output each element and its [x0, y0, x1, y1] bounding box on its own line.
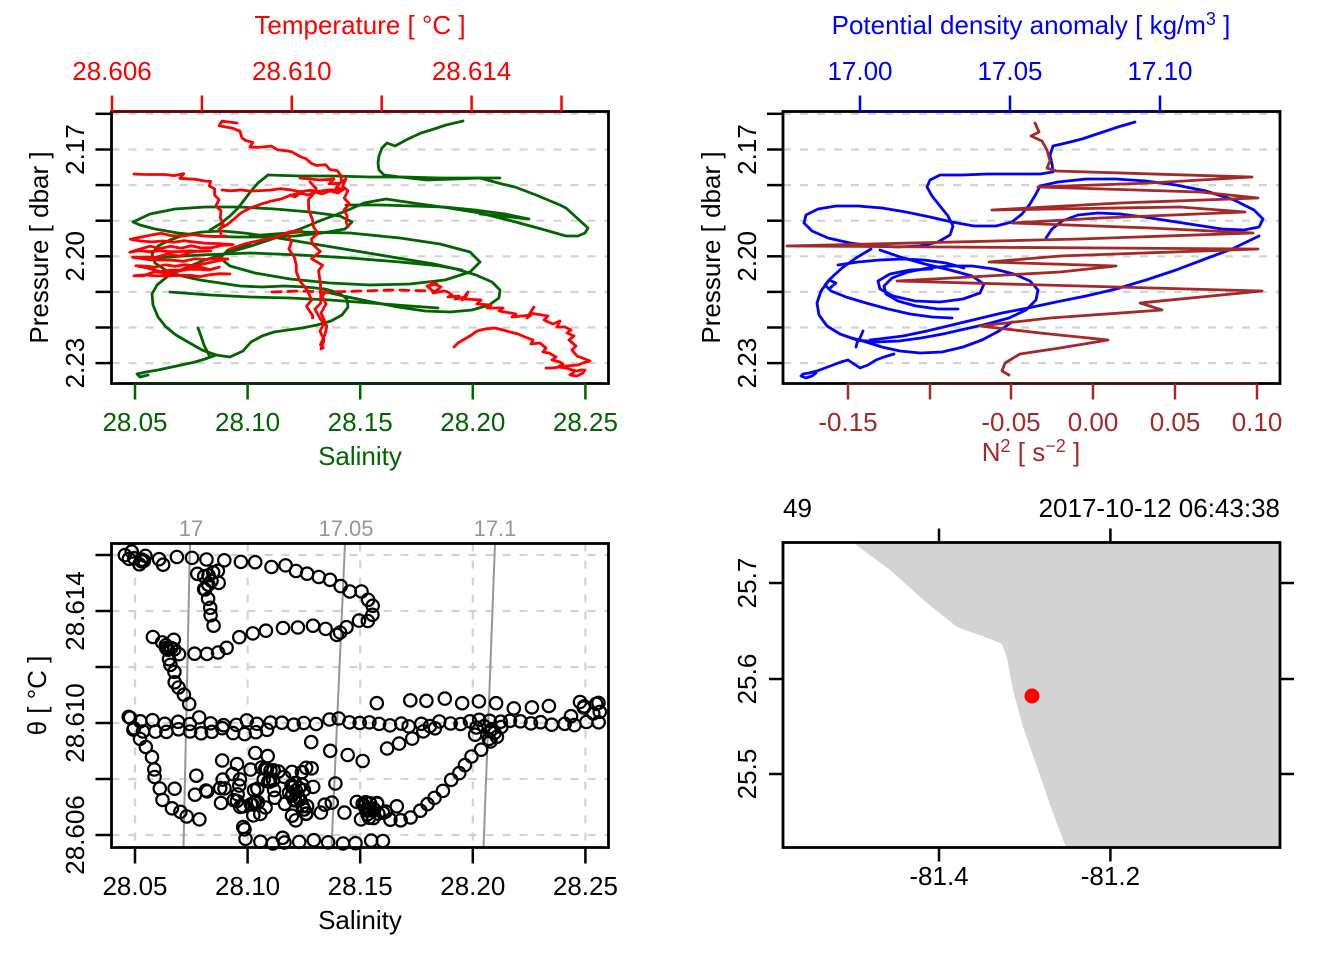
- svg-text:2.20: 2.20: [60, 231, 90, 282]
- svg-text:17.00: 17.00: [827, 56, 892, 86]
- svg-text:17: 17: [179, 516, 203, 541]
- svg-text:28.10: 28.10: [215, 871, 280, 901]
- svg-text:-0.15: -0.15: [818, 407, 877, 437]
- svg-text:17.10: 17.10: [1127, 56, 1192, 86]
- svg-text:28.20: 28.20: [440, 871, 505, 901]
- svg-text:Potential density anomaly [ kg: Potential density anomaly [ kg/m3 ]: [832, 9, 1231, 40]
- svg-text:Salinity: Salinity: [318, 905, 402, 935]
- svg-text:28.15: 28.15: [328, 407, 393, 437]
- svg-text:28.05: 28.05: [102, 871, 167, 901]
- svg-text:2.17: 2.17: [60, 124, 90, 175]
- svg-text:28.15: 28.15: [328, 871, 393, 901]
- svg-text:28.25: 28.25: [553, 407, 618, 437]
- svg-text:0.05: 0.05: [1150, 407, 1201, 437]
- svg-text:N2 [ s−2 ]: N2 [ s−2 ]: [982, 436, 1080, 467]
- svg-text:28.05: 28.05: [102, 407, 167, 437]
- svg-text:25.6: 25.6: [732, 654, 762, 705]
- svg-text:49: 49: [783, 493, 812, 523]
- svg-text:25.7: 25.7: [732, 558, 762, 609]
- svg-text:0.00: 0.00: [1068, 407, 1119, 437]
- svg-text:2.17: 2.17: [732, 124, 762, 175]
- svg-text:28.610: 28.610: [252, 56, 332, 86]
- svg-text:-0.05: -0.05: [981, 407, 1040, 437]
- svg-text:2.23: 2.23: [60, 338, 90, 389]
- svg-text:Salinity: Salinity: [318, 441, 402, 471]
- svg-text:θ [ °C ]: θ [ °C ]: [22, 656, 52, 736]
- svg-text:17.05: 17.05: [977, 56, 1042, 86]
- svg-text:-81.4: -81.4: [909, 861, 968, 891]
- svg-text:28.610: 28.610: [60, 683, 90, 763]
- svg-text:28.25: 28.25: [553, 871, 618, 901]
- svg-text:28.614: 28.614: [432, 56, 512, 86]
- svg-text:28.606: 28.606: [60, 795, 90, 875]
- svg-text:28.606: 28.606: [72, 56, 152, 86]
- svg-text:17.1: 17.1: [474, 516, 517, 541]
- svg-text:17.05: 17.05: [318, 516, 373, 541]
- svg-text:2.20: 2.20: [732, 231, 762, 282]
- svg-text:28.20: 28.20: [440, 407, 505, 437]
- svg-text:28.10: 28.10: [215, 407, 280, 437]
- svg-text:Pressure [ dbar ]: Pressure [ dbar ]: [24, 151, 54, 343]
- svg-text:0.10: 0.10: [1232, 407, 1283, 437]
- svg-text:Temperature [ °C ]: Temperature [ °C ]: [254, 10, 465, 40]
- svg-text:Pressure [ dbar ]: Pressure [ dbar ]: [696, 151, 726, 343]
- svg-text:2017-10-12 06:43:38: 2017-10-12 06:43:38: [1039, 493, 1280, 523]
- svg-text:2.23: 2.23: [732, 338, 762, 389]
- svg-text:-81.2: -81.2: [1081, 861, 1140, 891]
- svg-text:25.5: 25.5: [732, 749, 762, 800]
- svg-text:28.614: 28.614: [60, 571, 90, 651]
